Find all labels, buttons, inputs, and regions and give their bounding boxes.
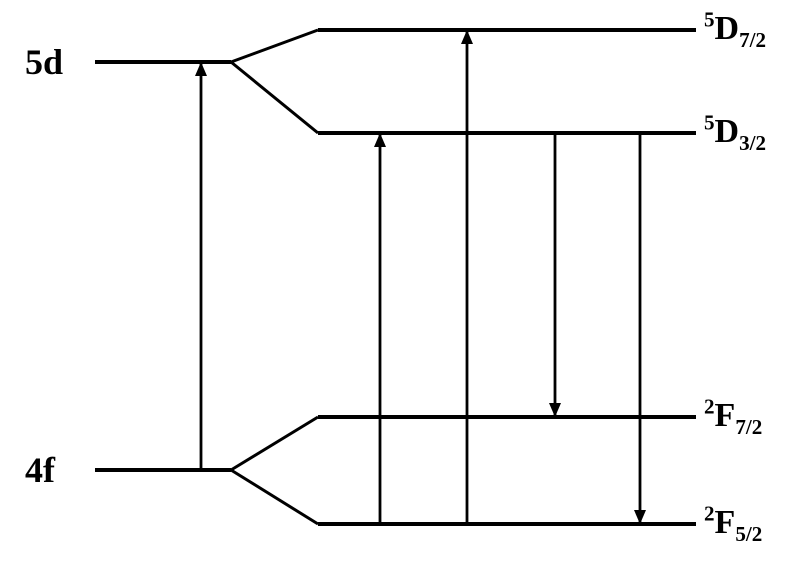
orbital-label-4f: 4f [25, 452, 55, 488]
diagram-svg [0, 0, 798, 579]
term-label-F52: 2F5/2 [704, 506, 762, 540]
term-label-D32: 5D3/2 [704, 115, 766, 149]
term-label-F72: 2F7/2 [704, 399, 762, 433]
energy-level-diagram: 5d 4f 5D7/2 5D3/2 2F7/2 2F5/2 [0, 0, 798, 579]
orbital-label-5d: 5d [25, 44, 63, 80]
term-label-D72: 5D7/2 [704, 12, 766, 46]
